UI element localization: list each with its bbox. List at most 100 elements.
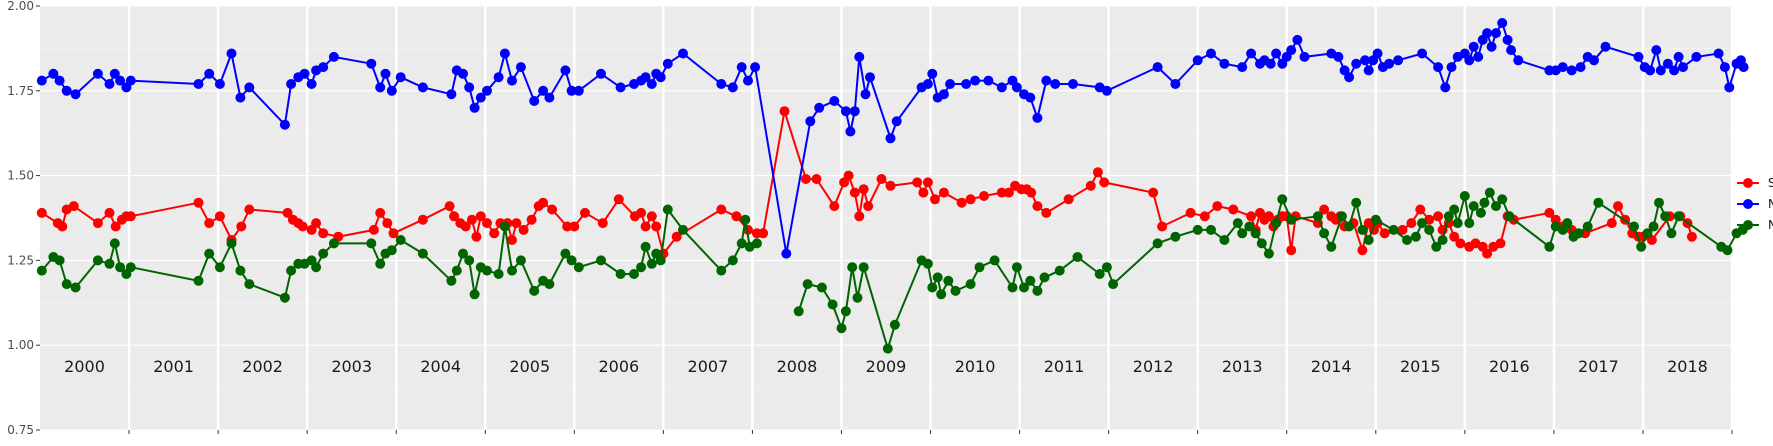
- data-point: [1449, 204, 1460, 215]
- data-point: [945, 79, 956, 89]
- data-point: [1452, 218, 1463, 229]
- data-point: [57, 221, 68, 232]
- data-point: [1333, 51, 1344, 62]
- data-point: [569, 221, 580, 232]
- data-point: [449, 211, 460, 222]
- data-point: [1019, 282, 1029, 293]
- data-point: [1360, 55, 1371, 66]
- data-point: [751, 238, 762, 249]
- data-point: [1691, 51, 1702, 62]
- data-point: [375, 207, 386, 218]
- data-point: [475, 92, 486, 103]
- year-label: 2001: [153, 357, 194, 376]
- data-point: [386, 245, 397, 256]
- data-point: [974, 262, 985, 273]
- data-point: [1613, 201, 1623, 212]
- year-label: 2006: [598, 357, 639, 376]
- data-point: [1589, 55, 1599, 66]
- data-point: [318, 248, 329, 259]
- data-point: [829, 96, 840, 106]
- data-point: [827, 299, 838, 310]
- data-point: [1484, 187, 1495, 198]
- data-point: [930, 194, 940, 205]
- data-point: [1344, 72, 1355, 83]
- data-point: [1237, 228, 1248, 239]
- data-point: [1265, 58, 1276, 69]
- data-point: [92, 68, 103, 79]
- data-point: [938, 89, 949, 100]
- data-point: [286, 79, 297, 89]
- data-point: [615, 82, 626, 93]
- data-point: [544, 279, 555, 290]
- data-point: [226, 48, 237, 59]
- data-point: [104, 207, 115, 218]
- data-point: [1185, 207, 1196, 218]
- year-label: 2005: [509, 357, 550, 376]
- data-point: [511, 218, 522, 229]
- data-point: [366, 238, 377, 249]
- data-point: [507, 75, 517, 86]
- data-point: [1244, 221, 1255, 232]
- data-point: [328, 238, 339, 249]
- data-point: [110, 221, 121, 232]
- data-point: [750, 62, 761, 73]
- data-point: [68, 201, 79, 212]
- data-point: [1101, 85, 1112, 96]
- legend: SWIR NDVI NDWI: [1737, 176, 1773, 232]
- data-point: [847, 262, 858, 273]
- data-point: [306, 79, 317, 89]
- data-point: [566, 255, 577, 266]
- data-point: [1443, 211, 1454, 222]
- data-point: [629, 269, 639, 279]
- data-point: [1232, 218, 1243, 229]
- data-point: [918, 187, 929, 198]
- data-point: [547, 204, 558, 215]
- data-point: [318, 228, 329, 239]
- data-point: [1475, 207, 1486, 218]
- data-point: [1686, 231, 1697, 242]
- data-point: [1007, 282, 1018, 293]
- data-point: [849, 187, 860, 198]
- data-point: [1026, 187, 1037, 198]
- data-point: [48, 68, 59, 79]
- data-point: [1459, 191, 1470, 201]
- data-point: [1152, 62, 1163, 73]
- data-point: [950, 285, 961, 296]
- data-point: [328, 51, 339, 62]
- data-point: [311, 262, 322, 273]
- data-point: [655, 72, 666, 83]
- data-point: [1633, 51, 1644, 62]
- data-point: [115, 262, 126, 273]
- data-point: [1464, 55, 1475, 66]
- data-point: [1199, 211, 1210, 222]
- data-point: [1415, 204, 1426, 215]
- data-point: [1192, 224, 1203, 235]
- data-point: [1054, 265, 1065, 276]
- data-point: [1660, 211, 1671, 222]
- data-point: [451, 265, 462, 276]
- data-point: [279, 292, 290, 303]
- data-point: [1263, 248, 1274, 259]
- data-point: [885, 180, 896, 191]
- data-point: [92, 255, 103, 266]
- data-point: [845, 126, 856, 137]
- data-point: [727, 255, 738, 266]
- data-point: [1271, 218, 1282, 229]
- data-point: [1011, 262, 1022, 273]
- legend-item-ndvi: NDVI: [1737, 197, 1773, 211]
- data-point: [125, 211, 136, 222]
- data-point: [446, 275, 457, 286]
- data-point: [1246, 211, 1257, 222]
- data-point: [1039, 272, 1050, 283]
- data-point: [885, 133, 896, 144]
- data-point: [61, 85, 72, 96]
- data-point: [1504, 211, 1515, 222]
- data-point: [1593, 197, 1604, 208]
- data-point: [936, 289, 947, 300]
- data-point: [1464, 218, 1475, 229]
- data-point: [1286, 45, 1297, 56]
- data-point: [282, 207, 293, 218]
- legend-label: NDVI: [1768, 197, 1773, 211]
- data-point: [781, 248, 792, 259]
- data-point: [115, 75, 126, 86]
